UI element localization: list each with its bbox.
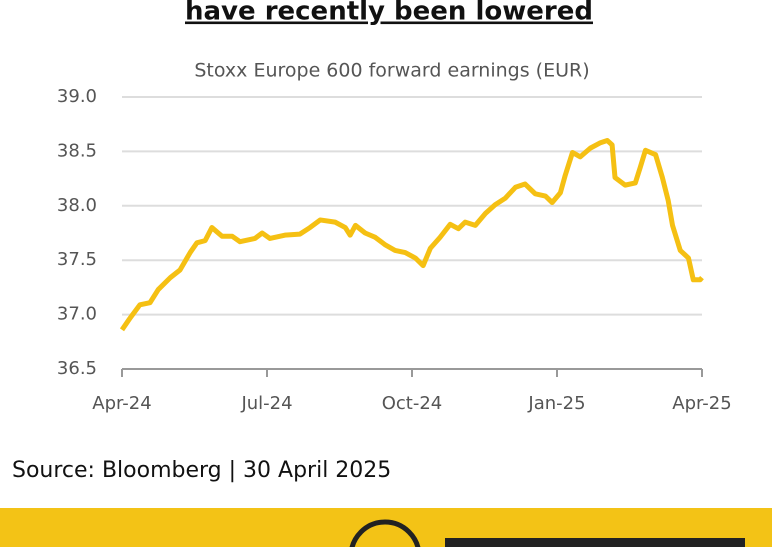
y-tick-label: 36.5 [57, 358, 97, 379]
y-tick-label: 38.0 [57, 195, 97, 216]
y-tick-label: 37.5 [57, 249, 97, 270]
title: have recently been lowered [185, 0, 593, 27]
y-tick-label: 38.5 [57, 140, 97, 161]
line [119, 138, 704, 332]
x-tick-label: Apr-24 [92, 393, 151, 414]
chart-subtitle: Stoxx Europe 600 forward earnings (EUR) [194, 60, 589, 82]
source: Source: Bloomberg | 30 April 2025 [12, 458, 391, 483]
x-tick-label: Apr-25 [672, 393, 731, 414]
x-tick-label: Jul-24 [240, 393, 292, 414]
logo [348, 519, 422, 551]
y-tick-label: 37.0 [57, 304, 97, 325]
y-tick-label: 39.0 [57, 86, 97, 107]
logo-text [445, 538, 745, 550]
x-tick-label: Jan-25 [527, 393, 585, 414]
x-tick-label: Oct-24 [382, 393, 443, 414]
